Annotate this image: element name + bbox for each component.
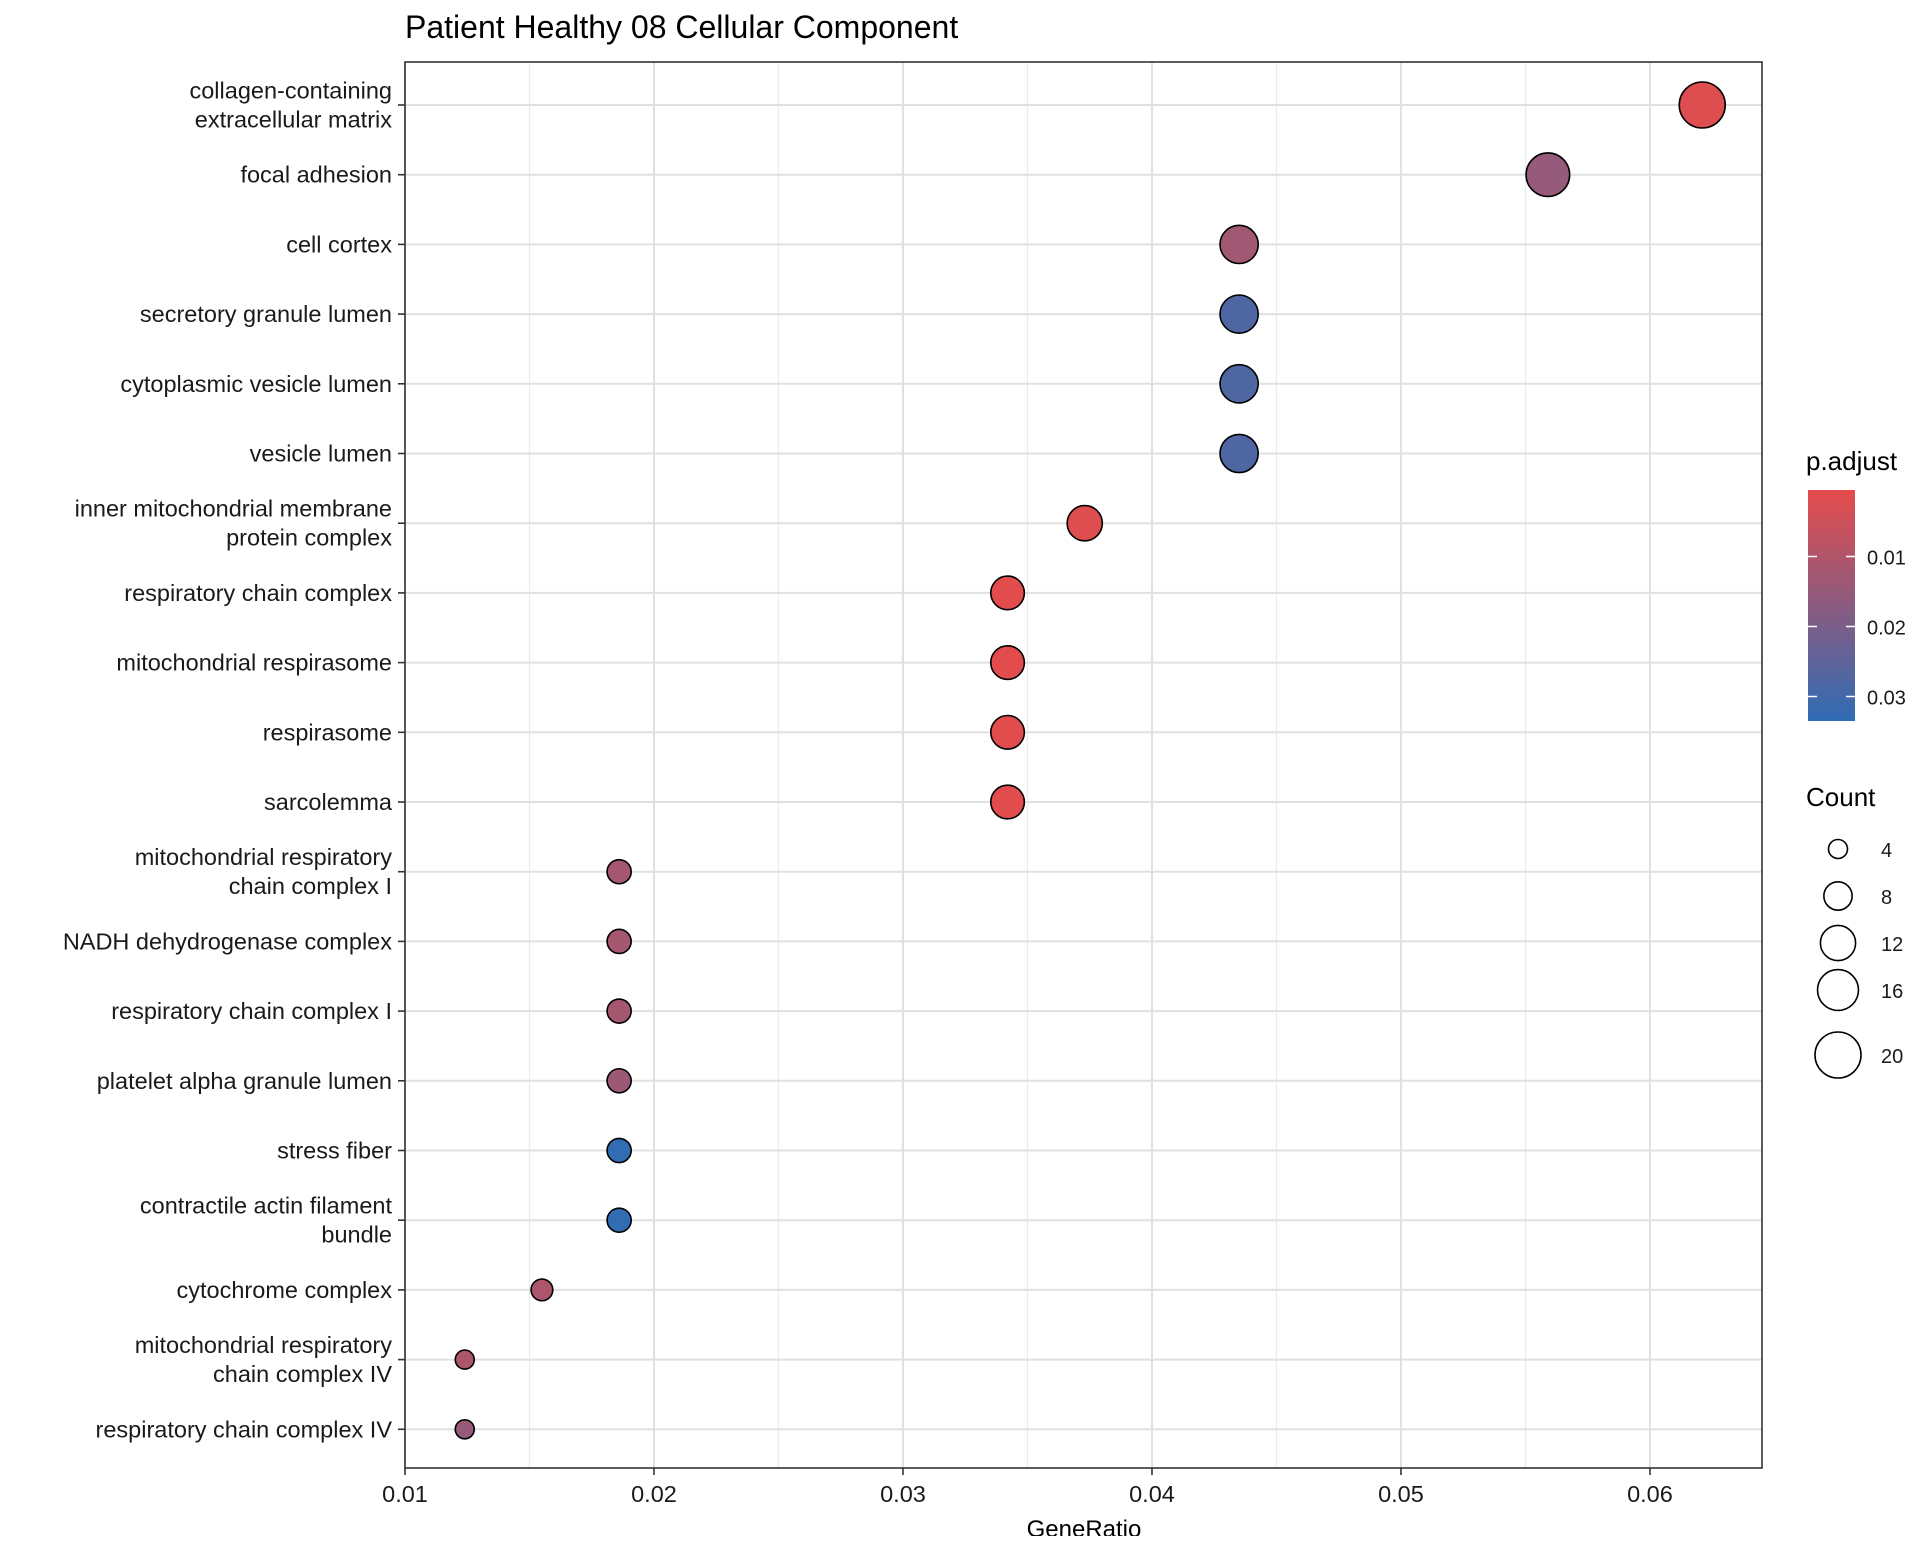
y-tick-label: extracellular matrix (195, 107, 392, 133)
y-tick-label: inner mitochondrial membrane (75, 496, 392, 522)
data-point (1219, 433, 1260, 474)
data-point (530, 1278, 554, 1302)
size-legend-circle (1816, 968, 1860, 1012)
data-point (606, 858, 632, 885)
data-point (454, 1419, 476, 1440)
data-point (989, 714, 1026, 750)
data-point (606, 928, 632, 955)
y-tick-label: secretory granule lumen (140, 301, 392, 327)
x-tick-label: 0.03 (880, 1481, 926, 1507)
data-point (454, 1349, 476, 1370)
y-tick-label: cytoplasmic vesicle lumen (120, 371, 392, 397)
panel-border (404, 61, 1763, 1469)
data-point (1219, 294, 1260, 334)
color-legend-label: 0.03 (1867, 688, 1906, 710)
color-legend-label: 0.02 (1867, 618, 1906, 640)
size-legend-title: Count (1806, 782, 1876, 812)
x-tick-label: 0.04 (1129, 1481, 1175, 1507)
y-tick-label: chain complex I (229, 873, 392, 899)
data-point (989, 645, 1026, 681)
y-tick-label: chain complex IV (213, 1361, 392, 1387)
color-legend-label: 0.01 (1867, 548, 1906, 570)
x-axis-label: GeneRatio (1027, 1516, 1142, 1536)
y-tick-label: mitochondrial respiratory (135, 1332, 393, 1358)
y-tick-label: vesicle lumen (250, 441, 392, 467)
data-point (1678, 81, 1727, 129)
y-tick-label: collagen-containing (189, 78, 392, 104)
color-legend-title: p.adjust (1806, 446, 1898, 476)
y-tick-label: respiratory chain complex IV (96, 1416, 393, 1442)
y-tick-label: cytochrome complex (177, 1277, 393, 1303)
size-legend-label: 12 (1881, 934, 1903, 956)
size-legend-label: 20 (1881, 1046, 1903, 1068)
data-point (1219, 363, 1260, 404)
data-point (1066, 504, 1104, 542)
data-point (989, 575, 1026, 611)
chart-title: Patient Healthy 08 Cellular Component (405, 9, 958, 45)
y-tick-label: bundle (321, 1222, 392, 1248)
size-legend-circle (1827, 838, 1849, 860)
y-tick-label: mitochondrial respiratory (135, 844, 393, 870)
size-legend-circle (1819, 924, 1857, 962)
y-tick-label: respiratory chain complex I (111, 998, 392, 1024)
plot-panel (404, 61, 1763, 1469)
y-tick-label: contractile actin filament (140, 1193, 393, 1219)
y-tick-label: platelet alpha granule lumen (97, 1068, 392, 1094)
color-legend-bar (1808, 490, 1855, 721)
y-tick-label: protein complex (226, 525, 392, 551)
size-legend-circle (1823, 881, 1853, 911)
size-legend-label: 16 (1881, 981, 1903, 1003)
size-legend-label: 4 (1881, 840, 1892, 862)
y-tick-label: respiratory chain complex (124, 580, 392, 606)
x-tick-label: 0.02 (631, 1481, 677, 1507)
y-tick-label: cell cortex (286, 231, 392, 257)
size-legend-label: 8 (1881, 887, 1892, 909)
y-tick-label: NADH dehydrogenase complex (63, 928, 392, 954)
data-point (606, 1137, 632, 1164)
data-point (989, 784, 1026, 820)
data-point (606, 1067, 632, 1094)
y-tick-label: mitochondrial respirasome (116, 650, 392, 676)
x-tick-label: 0.01 (382, 1481, 428, 1507)
x-tick-label: 0.06 (1627, 1481, 1673, 1507)
data-point (606, 1207, 632, 1234)
data-point (1525, 152, 1571, 198)
y-tick-label: focal adhesion (240, 162, 392, 188)
data-point (1219, 224, 1260, 265)
data-point (606, 998, 632, 1024)
x-tick-label: 0.05 (1378, 1481, 1424, 1507)
y-tick-label: sarcolemma (264, 789, 393, 815)
size-legend-circle (1814, 1031, 1862, 1079)
y-tick-label: respirasome (263, 719, 392, 745)
y-tick-label: stress fiber (277, 1138, 392, 1164)
